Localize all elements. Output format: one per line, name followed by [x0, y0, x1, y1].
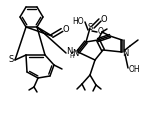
Text: N: N: [122, 48, 128, 57]
Text: S: S: [8, 55, 14, 65]
Text: OH: OH: [128, 65, 140, 74]
Text: S: S: [87, 23, 93, 32]
Text: N: N: [66, 48, 72, 57]
Text: O: O: [101, 15, 107, 25]
Text: HO: HO: [72, 17, 84, 27]
Text: N: N: [72, 48, 78, 57]
Text: O: O: [63, 25, 69, 34]
Text: H: H: [70, 53, 74, 59]
Text: O: O: [98, 27, 104, 36]
